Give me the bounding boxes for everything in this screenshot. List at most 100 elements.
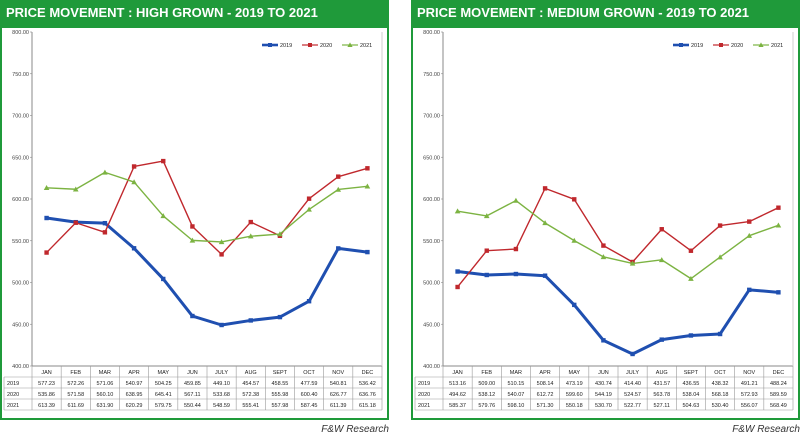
table-value: 599.60: [566, 392, 583, 398]
legend-label: 2021: [771, 43, 783, 49]
x-tick-label: DEC: [362, 370, 374, 376]
legend-marker-2020: [719, 43, 723, 47]
x-tick-label: OCT: [714, 370, 726, 376]
table-value: 494.62: [449, 392, 466, 398]
data-point-2020: [102, 230, 108, 235]
table-value: 589.59: [770, 392, 787, 398]
y-tick-label: 450.00: [12, 322, 29, 328]
x-tick-label: FEB: [70, 370, 81, 376]
x-tick-label: SEPT: [684, 370, 699, 376]
table-value: 513.16: [449, 381, 466, 387]
data-point-2020: [365, 166, 370, 171]
x-tick-label: JULY: [626, 370, 639, 376]
data-point-2020: [248, 219, 253, 225]
x-tick-label: MAR: [510, 370, 522, 376]
data-point-2020: [542, 186, 548, 191]
data-point-2019: [131, 246, 137, 251]
line-chart-high-grown: 400.00 450.00 500.00 550.00 600.00 650.00 700.…: [3, 30, 383, 411]
y-tick-label: 500.00: [423, 281, 440, 287]
table-value: 572.93: [741, 392, 758, 398]
table-value: 572.38: [242, 392, 259, 398]
table-value: 548.59: [213, 403, 230, 409]
y-tick-label: 700.00: [12, 114, 29, 120]
data-point-2021: [218, 239, 225, 245]
table-value: 612.72: [537, 392, 554, 398]
table-value: 540.81: [330, 381, 347, 387]
table-value: 535.86: [38, 392, 55, 398]
data-point-2021: [658, 257, 665, 263]
data-point-2019: [248, 318, 253, 323]
table-series-name: 2021: [418, 403, 430, 409]
table-value: 540.97: [126, 381, 143, 387]
data-point-2020: [717, 223, 723, 228]
chart-panel-medium-grown: PRICE MOVEMENT : MEDIUM GROWN - 2019 TO …: [411, 0, 800, 438]
y-tick-label: 400.00: [12, 364, 29, 370]
x-tick-label: JAN: [452, 370, 462, 376]
legend-label: 2019: [691, 43, 703, 49]
table-value: 556.07: [741, 403, 758, 409]
series-line-2019: [46, 216, 368, 327]
data-point-2021: [335, 186, 342, 192]
data-point-2021: [72, 186, 79, 192]
y-tick-label: 600.00: [423, 197, 440, 203]
table-value: 504.25: [155, 381, 172, 387]
table-value: 536.42: [359, 381, 376, 387]
data-point-2019: [336, 246, 341, 251]
data-point-2019: [455, 269, 460, 274]
table-value: 454.57: [242, 381, 259, 387]
x-tick-label: APR: [539, 370, 550, 376]
y-tick-label: 700.00: [423, 114, 440, 120]
data-point-2019: [601, 338, 606, 343]
data-point-2019: [44, 215, 49, 221]
data-point-2020: [306, 196, 312, 201]
y-tick-label: 750.00: [12, 72, 29, 78]
table-value: 550.18: [566, 403, 583, 409]
y-tick-label: 750.00: [423, 72, 440, 78]
data-point-2019: [513, 271, 519, 277]
table-value: 585.37: [449, 403, 466, 409]
table-value: 504.63: [683, 403, 700, 409]
data-point-2021: [43, 185, 50, 191]
data-point-2019: [190, 313, 195, 319]
data-point-2020: [601, 243, 606, 248]
table-value: 567.11: [184, 392, 200, 398]
table-value: 571.58: [67, 392, 84, 398]
table-value: 527.11: [654, 403, 670, 409]
data-point-2020: [572, 197, 577, 202]
line-chart-medium-grown: 400.00 450.00 500.00 550.00 600.00 650.00 700.…: [414, 30, 794, 411]
table-value: 620.29: [126, 403, 143, 409]
x-tick-label: DEC: [773, 370, 785, 376]
data-point-2019: [306, 299, 312, 304]
data-point-2020: [688, 248, 694, 253]
table-value: 613.39: [38, 403, 55, 409]
table-value: 579.75: [155, 403, 172, 409]
table-series-name: 2020: [418, 392, 430, 398]
table-value: 438.32: [712, 381, 729, 387]
table-value: 431.57: [653, 381, 670, 387]
table-value: 611.69: [68, 403, 84, 409]
data-point-2020: [776, 205, 781, 210]
table-value: 538.12: [478, 392, 495, 398]
data-point-2020: [659, 227, 664, 232]
x-tick-label: MAY: [157, 370, 169, 376]
data-point-2020: [190, 224, 195, 229]
table-value: 509.00: [478, 381, 495, 387]
data-point-2021: [483, 213, 490, 219]
x-tick-label: OCT: [303, 370, 315, 376]
legend-label: 2020: [320, 43, 332, 49]
data-point-2021: [160, 213, 167, 219]
data-point-2019: [659, 337, 664, 342]
table-value: 533.68: [213, 392, 230, 398]
chart-title: PRICE MOVEMENT : HIGH GROWN - 2019 TO 20…: [0, 0, 389, 26]
data-point-2021: [746, 232, 753, 238]
data-point-2021: [454, 208, 461, 214]
source-label: F&W Research: [732, 424, 800, 435]
legend-marker-2019: [679, 43, 683, 47]
data-point-2021: [688, 275, 694, 281]
x-tick-label: JUN: [187, 370, 198, 376]
y-tick-label: 600.00: [12, 197, 29, 203]
data-point-2021: [102, 169, 108, 175]
x-tick-label: JAN: [41, 370, 51, 376]
table-value: 571.30: [537, 403, 554, 409]
data-point-2020: [161, 158, 166, 164]
